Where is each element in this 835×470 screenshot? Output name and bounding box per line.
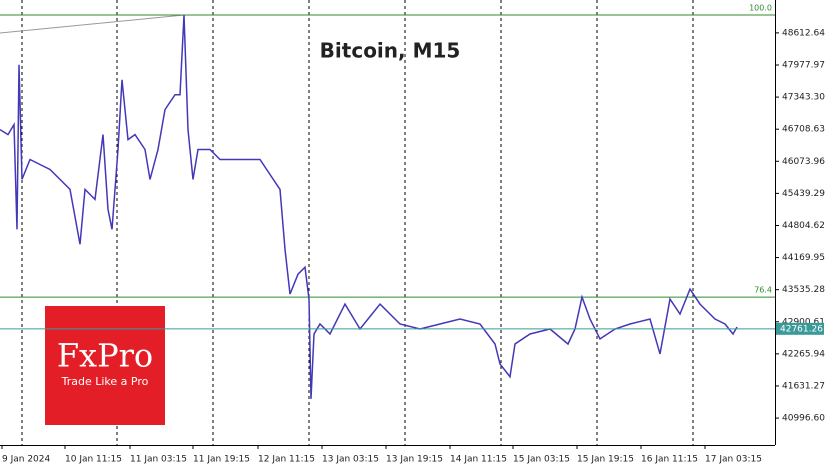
x-tick-label: 13 Jan 19:15 <box>386 455 443 465</box>
x-tick-label: 15 Jan 03:15 <box>513 455 570 465</box>
x-tick-label: 9 Jan 2024 <box>2 455 50 465</box>
chart-title: Bitcoin, M15 <box>320 39 461 63</box>
level-label: 76.4 <box>754 286 772 295</box>
y-tick-label: 44169.95 <box>782 253 825 263</box>
y-tick-label: 40996.60 <box>782 414 825 424</box>
logo-name: FxPro <box>57 337 153 375</box>
x-tick-label: 12 Jan 11:15 <box>258 455 315 465</box>
x-tick-label: 17 Jan 03:15 <box>705 455 762 465</box>
x-tick-label: 14 Jan 11:15 <box>450 455 507 465</box>
price-line <box>0 14 738 399</box>
level-label: 100.0 <box>749 3 772 12</box>
logo-box <box>45 306 165 425</box>
x-tick-label: 11 Jan 19:15 <box>193 455 250 465</box>
y-tick-label: 46073.96 <box>782 157 825 167</box>
x-tick-label: 10 Jan 11:15 <box>65 455 122 465</box>
x-tick-label: 15 Jan 19:15 <box>577 455 634 465</box>
current-price-box <box>776 322 824 335</box>
y-tick-label: 45439.29 <box>782 189 825 199</box>
y-tick-label: 47977.97 <box>782 60 825 70</box>
x-tick-label: 11 Jan 03:15 <box>130 455 187 465</box>
y-tick-label: 48612.64 <box>782 28 825 38</box>
y-tick-label: 43535.28 <box>782 285 825 295</box>
y-tick-label: 42900.61 <box>782 317 825 327</box>
x-tick-label: 13 Jan 03:15 <box>322 455 379 465</box>
y-tick-label: 47343.30 <box>782 93 825 103</box>
x-tick-label: 16 Jan 11:15 <box>641 455 698 465</box>
trend-line <box>0 14 185 34</box>
current-price-label: 42761.26 <box>780 324 823 334</box>
y-tick-label: 46708.63 <box>782 125 825 135</box>
period-separators <box>21 0 694 445</box>
logo-tagline: Trade Like a Pro <box>61 375 149 388</box>
y-tick-label: 44804.62 <box>782 221 825 231</box>
y-tick-label: 42265.94 <box>782 349 825 359</box>
y-tick-label: 41631.27 <box>782 381 825 391</box>
